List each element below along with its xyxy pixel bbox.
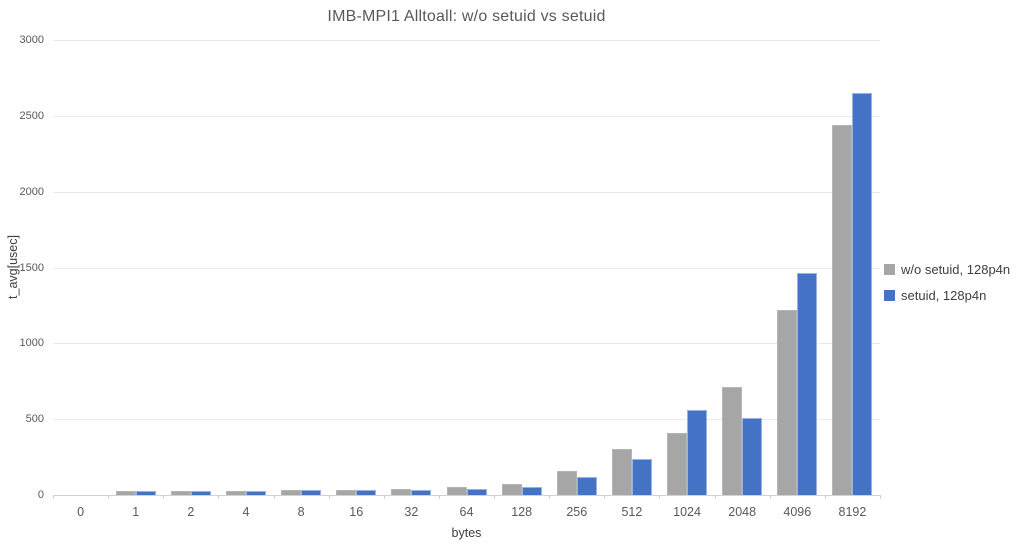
x-axis-tick	[53, 495, 54, 499]
x-tick-label-16: 16	[349, 505, 364, 519]
bar-wo-setuid-1	[115, 491, 136, 495]
bar-wo-setuid-16	[336, 490, 357, 495]
x-axis-title: bytes	[451, 526, 482, 540]
legend-swatch-icon	[884, 264, 895, 275]
x-axis-tick	[549, 495, 551, 499]
legend-swatch-icon	[884, 290, 895, 301]
x-axis-tick	[659, 495, 661, 499]
y-tick-label-2500: 2500	[19, 109, 44, 122]
x-axis-tick	[438, 495, 440, 499]
bar-wo-setuid-2	[170, 491, 191, 495]
legend-item-setuid: setuid, 128p4n	[884, 288, 1010, 303]
bar-setuid-128	[521, 487, 542, 495]
y-tick-label-1500: 1500	[19, 261, 44, 274]
x-tick-label-8192: 8192	[838, 505, 867, 519]
x-tick-label-4096: 4096	[783, 505, 812, 519]
bar-setuid-64	[466, 489, 487, 495]
x-tick-label-128: 128	[511, 505, 533, 519]
x-axis-tick	[108, 495, 110, 499]
bar-wo-setuid-32	[391, 489, 412, 495]
gridline-3000	[53, 40, 880, 41]
gridline-1000	[53, 343, 880, 345]
gridline-2000	[53, 191, 880, 193]
bar-wo-setuid-4	[225, 491, 246, 495]
legend-item-wo-setuid: w/o setuid, 128p4n	[884, 262, 1010, 277]
x-axis-tick	[163, 495, 165, 499]
bar-wo-setuid-128	[501, 484, 522, 495]
x-axis-tick	[769, 495, 771, 499]
chart-title: IMB-MPI1 Alltoall: w/o setuid vs setuid	[327, 8, 606, 25]
y-tick-label-3000: 3000	[19, 34, 44, 46]
x-tick-label-1024: 1024	[673, 505, 701, 519]
bar-setuid-16	[356, 490, 377, 495]
x-tick-label-2048: 2048	[728, 505, 757, 519]
x-axis-tick	[604, 495, 606, 499]
legend: w/o setuid, 128p4n setuid, 128p4n	[884, 262, 1010, 303]
bar-setuid-8192	[852, 93, 873, 495]
x-axis-tick	[714, 495, 716, 499]
x-axis-tick	[880, 495, 881, 499]
bar-wo-setuid-64	[446, 487, 467, 495]
x-tick-label-4: 4	[242, 505, 250, 519]
x-tick-label-1: 1	[132, 505, 140, 519]
x-tick-label-32: 32	[404, 505, 419, 519]
bar-setuid-2	[190, 491, 211, 495]
x-axis-tick	[383, 495, 385, 499]
bar-wo-setuid-2048	[722, 387, 743, 495]
x-tick-label-2: 2	[187, 505, 195, 519]
gridline-500	[53, 419, 880, 421]
y-tick-label-2000: 2000	[19, 185, 44, 198]
bar-setuid-1024	[687, 410, 708, 495]
x-axis-tick	[328, 495, 330, 499]
x-tick-label-256: 256	[566, 505, 588, 519]
x-axis-tick	[824, 495, 826, 499]
bar-wo-setuid-256	[556, 471, 577, 495]
legend-label: w/o setuid, 128p4n	[901, 262, 1011, 277]
y-tick-label-0: 0	[37, 489, 44, 501]
gridline-0	[53, 495, 880, 496]
bar-wo-setuid-4096	[777, 310, 798, 495]
bar-setuid-4096	[797, 273, 818, 495]
bar-setuid-256	[576, 477, 597, 495]
plot-area	[53, 40, 881, 499]
x-tick-label-8: 8	[297, 505, 305, 519]
bar-setuid-2048	[742, 418, 763, 495]
bar-wo-setuid-8192	[832, 125, 853, 495]
x-axis-tick	[218, 495, 220, 499]
bar-setuid-8	[301, 490, 322, 495]
x-axis-tick	[494, 495, 496, 499]
x-axis-tick	[273, 495, 275, 499]
x-tick-label-64: 64	[459, 505, 474, 519]
bar-setuid-4	[245, 491, 266, 495]
x-tick-label-0: 0	[77, 505, 85, 519]
legend-label: setuid, 128p4n	[901, 288, 987, 303]
x-tick-label-512: 512	[621, 505, 643, 519]
bar-wo-setuid-8	[281, 490, 302, 495]
bar-wo-setuid-1024	[667, 433, 688, 495]
bar-setuid-1	[135, 491, 156, 495]
gridline-1500	[53, 267, 880, 269]
gridline-2500	[53, 115, 880, 117]
bar-setuid-32	[411, 490, 432, 495]
bar-wo-setuid-512	[611, 449, 632, 495]
y-tick-label-1000: 1000	[19, 337, 44, 350]
y-tick-label-500: 500	[25, 413, 44, 426]
bar-setuid-512	[631, 459, 652, 495]
